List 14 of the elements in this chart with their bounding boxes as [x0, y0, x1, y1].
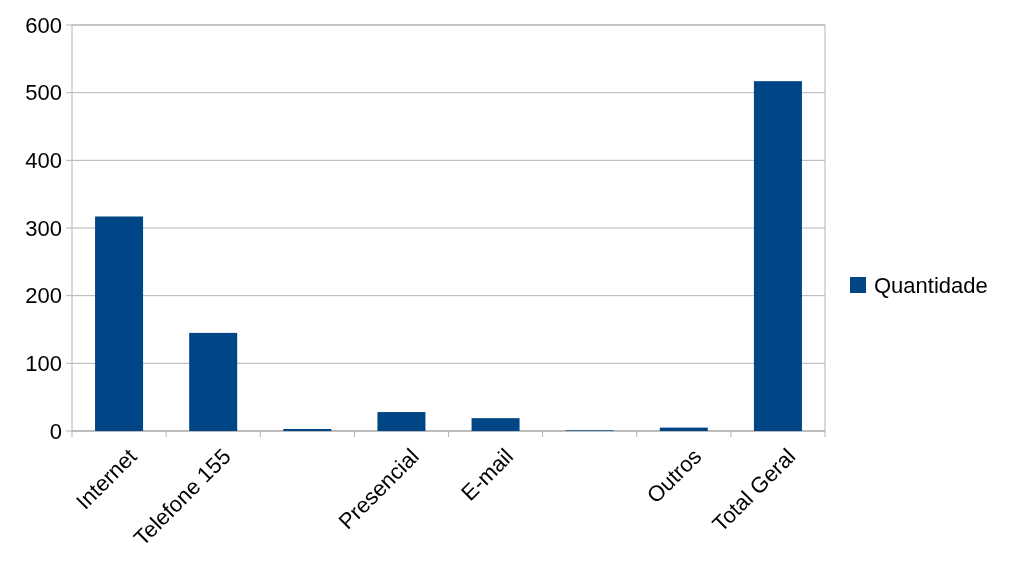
y-tick-label: 0 — [49, 418, 62, 444]
y-tick-label: 600 — [25, 12, 62, 38]
y-tick-label: 200 — [25, 283, 62, 309]
bar — [753, 81, 802, 431]
bar — [283, 428, 332, 431]
bar — [471, 418, 520, 431]
bar — [95, 216, 144, 431]
y-tick-label: 400 — [25, 148, 62, 174]
y-tick-label: 100 — [25, 351, 62, 377]
legend-label: Quantidade — [874, 272, 988, 298]
y-tick-label: 300 — [25, 215, 62, 241]
y-tick-label: 500 — [25, 80, 62, 106]
bar — [189, 332, 238, 431]
bar — [377, 412, 426, 431]
